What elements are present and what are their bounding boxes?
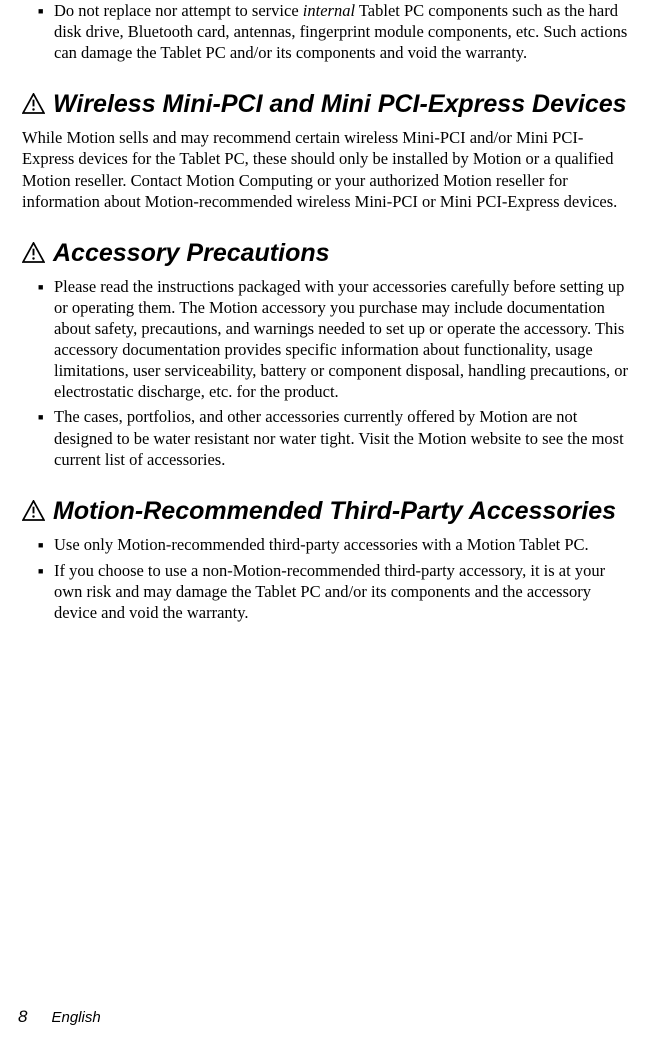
- footer-language: English: [51, 1009, 100, 1026]
- bullet-icon: ■: [38, 406, 54, 428]
- text-pre: Do not replace nor attempt to service: [54, 1, 303, 20]
- intro-bullet-text: Do not replace nor attempt to service in…: [54, 0, 630, 63]
- list-item: ■ The cases, portfolios, and other acces…: [38, 406, 630, 469]
- thirdparty-list: ■ Use only Motion-recommended third-part…: [38, 534, 630, 623]
- page-container: ■ Do not replace nor attempt to service …: [0, 0, 654, 1045]
- list-item: ■ Use only Motion-recommended third-part…: [38, 534, 630, 556]
- list-item: ■ Please read the instructions packaged …: [38, 276, 630, 403]
- thirdparty-bullet-1: Use only Motion-recommended third-party …: [54, 534, 630, 555]
- accessory-bullet-1: Please read the instructions packaged wi…: [54, 276, 630, 403]
- warning-icon: [22, 241, 45, 270]
- bullet-icon: ■: [38, 0, 54, 22]
- list-item: ■ If you choose to use a non-Motion-reco…: [38, 560, 630, 623]
- text-italic: internal: [303, 1, 355, 20]
- heading-wireless-text: Wireless Mini-PCI and Mini PCI-Express D…: [53, 90, 627, 119]
- warning-icon: [22, 92, 45, 121]
- bullet-icon: ■: [38, 534, 54, 556]
- heading-accessory-text: Accessory Precautions: [53, 239, 330, 268]
- wireless-body: While Motion sells and may recommend cer…: [22, 127, 628, 211]
- intro-list: ■ Do not replace nor attempt to service …: [38, 0, 630, 63]
- list-item: ■ Do not replace nor attempt to service …: [38, 0, 630, 63]
- accessory-list: ■ Please read the instructions packaged …: [38, 276, 630, 470]
- warning-icon: [22, 499, 45, 528]
- heading-thirdparty-text: Motion-Recommended Third-Party Accessori…: [53, 497, 616, 526]
- page-footer: 8 English: [18, 1007, 101, 1027]
- bullet-icon: ■: [38, 276, 54, 298]
- heading-wireless: Wireless Mini-PCI and Mini PCI-Express D…: [22, 90, 636, 121]
- bullet-icon: ■: [38, 560, 54, 582]
- accessory-bullet-2: The cases, portfolios, and other accesso…: [54, 406, 630, 469]
- heading-accessory: Accessory Precautions: [22, 239, 636, 270]
- heading-thirdparty: Motion-Recommended Third-Party Accessori…: [22, 497, 636, 528]
- thirdparty-bullet-2: If you choose to use a non-Motion-recomm…: [54, 560, 630, 623]
- page-number: 8: [18, 1007, 27, 1027]
